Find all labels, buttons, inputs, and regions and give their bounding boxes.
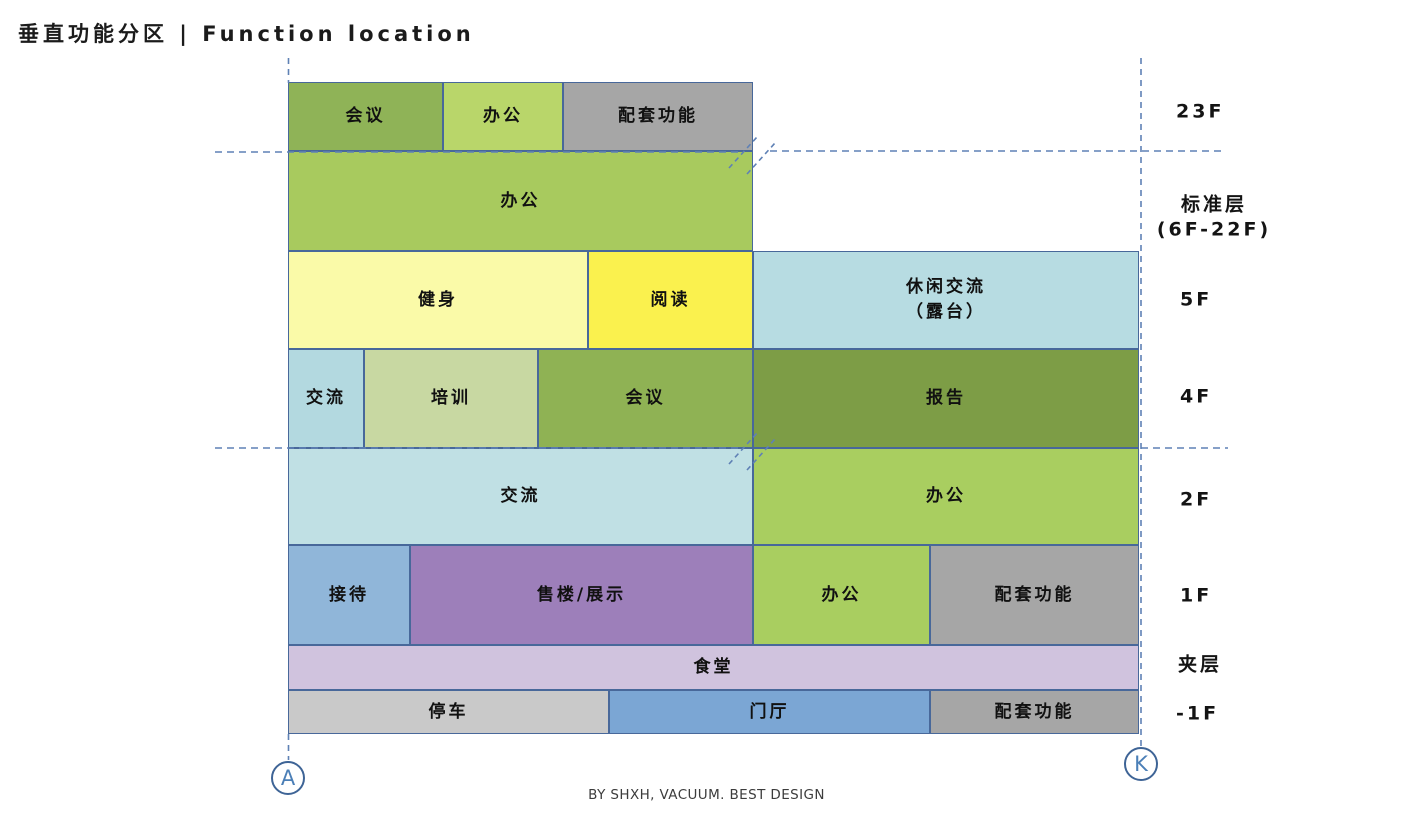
function-block-23f: 办公 bbox=[443, 82, 563, 151]
grid-marker-k: K bbox=[1124, 747, 1158, 781]
function-block-label: 办公 bbox=[821, 584, 862, 605]
function-block-label: 交流 bbox=[500, 486, 541, 507]
function-block-label: 报告 bbox=[926, 388, 966, 409]
function-block-mezzanine: 食堂 bbox=[288, 645, 1139, 690]
function-block-standard: 办公 bbox=[288, 151, 753, 251]
function-block-label: （露台） bbox=[906, 302, 986, 322]
function-block-label: 办公 bbox=[483, 106, 523, 127]
floor-label: 标准层 (6F-22F) bbox=[1156, 193, 1272, 240]
floor-label: 4F bbox=[1180, 385, 1213, 408]
function-block-1f: 办公 bbox=[753, 545, 930, 645]
function-block-23f: 会议 bbox=[288, 82, 443, 151]
function-block-5f: 休闲交流 （露台） bbox=[753, 251, 1139, 349]
function-block-2f: 办公 bbox=[753, 448, 1139, 545]
function-block-minus-1f: 配套功能 bbox=[930, 690, 1139, 734]
function-block-23f: 配套功能 bbox=[563, 82, 753, 151]
function-block-label: 停车 bbox=[428, 701, 469, 722]
function-block-4f: 会议 bbox=[538, 349, 753, 448]
page-title: 垂直功能分区 | Function location bbox=[18, 22, 475, 46]
function-block-label: 门厅 bbox=[749, 701, 790, 722]
function-block-1f: 配套功能 bbox=[930, 545, 1139, 645]
function-block-4f: 报告 bbox=[753, 349, 1139, 448]
function-block-minus-1f: 停车 bbox=[288, 690, 609, 734]
function-block-label: 培训 bbox=[431, 388, 471, 409]
function-block-label: 配套功能 bbox=[994, 701, 1075, 722]
footer-credit: BY SHXH, VACUUM. BEST DESIGN bbox=[588, 787, 825, 803]
function-block-label: 会议 bbox=[625, 388, 666, 409]
function-block-label: 接待 bbox=[329, 584, 369, 605]
grid-marker-a: A bbox=[271, 761, 305, 795]
function-block-label: 配套功能 bbox=[618, 106, 698, 127]
function-block-label: 健身 bbox=[418, 289, 458, 310]
function-block-label: 办公 bbox=[926, 486, 966, 507]
function-block-5f: 健身 bbox=[288, 251, 588, 349]
function-block-minus-1f: 门厅 bbox=[609, 690, 930, 734]
function-block-4f: 培训 bbox=[364, 349, 538, 448]
floor-label: 23F bbox=[1176, 100, 1225, 123]
function-block-label: 配套功能 bbox=[994, 584, 1075, 605]
function-block-label: 交流 bbox=[306, 388, 346, 409]
function-block-label: 食堂 bbox=[693, 657, 734, 678]
function-block-1f: 接待 bbox=[288, 545, 410, 645]
function-block-5f: 阅读 bbox=[588, 251, 753, 349]
floor-label: 2F bbox=[1180, 488, 1213, 511]
function-block-label: 办公 bbox=[500, 190, 541, 211]
function-block-label: 会议 bbox=[345, 106, 386, 127]
floor-label: 5F bbox=[1180, 288, 1213, 311]
floor-label: 夹层 bbox=[1178, 653, 1223, 676]
function-block-label: 阅读 bbox=[650, 289, 691, 310]
function-block-label: 休闲交流 bbox=[906, 277, 986, 298]
floor-label: -1F bbox=[1176, 702, 1220, 725]
floor-label: 1F bbox=[1180, 584, 1213, 607]
function-block-2f: 交流 bbox=[288, 448, 753, 545]
function-block-label: 售楼/展示 bbox=[536, 584, 627, 605]
function-block-1f: 售楼/展示 bbox=[410, 545, 753, 645]
